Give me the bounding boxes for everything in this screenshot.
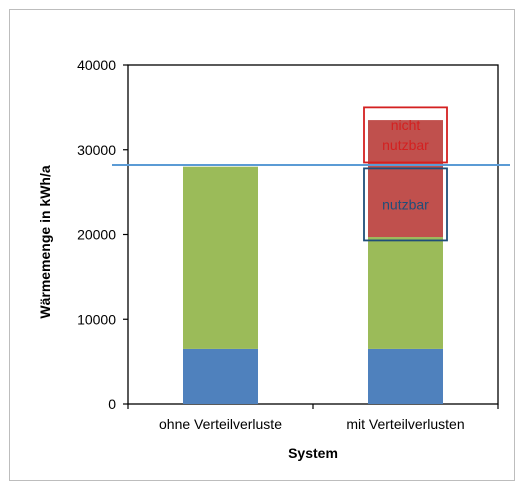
y-tick-label: 10000 bbox=[77, 311, 116, 327]
y-tick-label: 20000 bbox=[77, 227, 116, 243]
x-tick-label: ohne Verteilverluste bbox=[159, 416, 282, 432]
bar-segment-1-category-2 bbox=[368, 348, 443, 404]
annotation-frame-1 bbox=[363, 106, 448, 164]
bar-segment-1-category-1 bbox=[183, 348, 258, 404]
annotation-label-1: nutzbar bbox=[382, 137, 429, 153]
bar-segment-2-category-2 bbox=[368, 237, 443, 349]
bar-segment-3-category-2 bbox=[368, 120, 443, 238]
plot-area: 0 10000 20000 30000 40000 ohne Verteilverlust… bbox=[77, 57, 510, 432]
annotation-frame-2 bbox=[363, 167, 448, 242]
annotation-label-1: nicht bbox=[391, 117, 421, 133]
y-tick-label: 30000 bbox=[77, 142, 116, 158]
y-tick-label: 0 bbox=[108, 396, 116, 412]
y-tick-label: 40000 bbox=[77, 57, 116, 73]
bar-segment-2-category-1 bbox=[183, 166, 258, 349]
x-axis-label: System bbox=[288, 445, 338, 461]
annotation-label-2: nutzbar bbox=[382, 196, 429, 212]
y-axis-label: Wärmemenge in kWh/a bbox=[37, 165, 53, 318]
x-tick-label: mit Verteilverlusten bbox=[346, 416, 464, 432]
